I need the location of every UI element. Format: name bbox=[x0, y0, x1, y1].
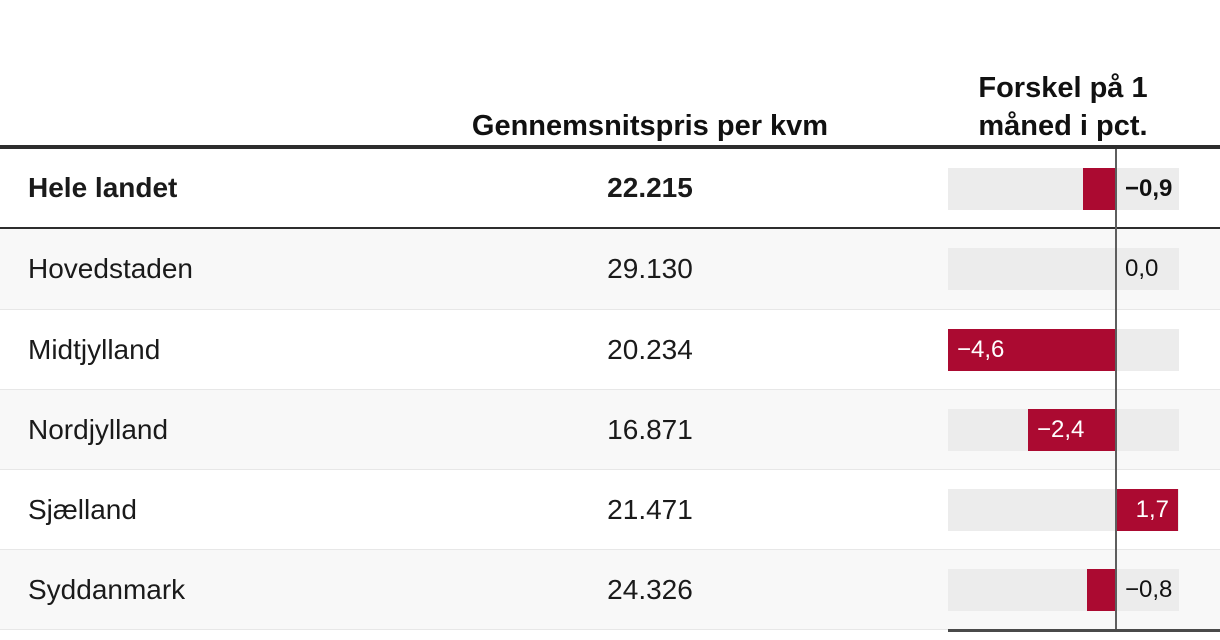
diff-bar bbox=[1087, 569, 1116, 611]
region-name: Hovedstaden bbox=[28, 253, 194, 284]
price-value: 22.215 bbox=[607, 172, 693, 203]
diff-bar bbox=[1083, 168, 1116, 210]
diff-value-label: 0,0 bbox=[1125, 255, 1159, 282]
region-name: Syddanmark bbox=[28, 573, 186, 605]
diff-value-label: −0,8 bbox=[1125, 576, 1173, 603]
region-name: Nordjylland bbox=[28, 413, 169, 445]
diff-value-label: 1,7 bbox=[1135, 496, 1169, 523]
price-value: 24.326 bbox=[607, 573, 693, 605]
price-value: 20.234 bbox=[607, 333, 693, 365]
region-name: Sjælland bbox=[28, 493, 137, 525]
diff-bar-track bbox=[948, 569, 1179, 611]
table-body: Hele landet 22.215 −0,9 Hovedstaden 29.130 0,… bbox=[0, 149, 1220, 630]
price-value: 16.871 bbox=[607, 413, 693, 445]
table-row: Sjælland 21.471 1,7 bbox=[0, 469, 1220, 549]
header-divider-line bbox=[0, 145, 1220, 149]
region-name: Midtjylland bbox=[28, 333, 161, 365]
diff-value-label: −4,6 bbox=[957, 336, 1005, 363]
table-row: Syddanmark 24.326 −0,8 bbox=[0, 549, 1220, 629]
price-value: 21.471 bbox=[607, 493, 693, 525]
price-value: 29.130 bbox=[607, 253, 693, 284]
diff-value-label: −0,9 bbox=[1125, 175, 1173, 202]
diff-bar bbox=[948, 329, 1116, 371]
column-header-diff: Forskel på 1 måned i pct. bbox=[978, 72, 1148, 142]
table-row: Hele landet 22.215 −0,9 bbox=[0, 149, 1220, 229]
diff-bar-track bbox=[948, 248, 1179, 290]
table-row: Midtjylland 20.234 −4,6 bbox=[0, 309, 1220, 389]
region-name: Hele landet bbox=[28, 172, 178, 203]
table-row: Nordjylland 16.871 −2,4 bbox=[0, 389, 1220, 469]
diff-bar bbox=[1116, 489, 1178, 531]
diff-value-label: −2,4 bbox=[1037, 416, 1085, 443]
table-row: Hovedstaden 29.130 0,0 bbox=[0, 229, 1220, 309]
diff-bar bbox=[1028, 409, 1116, 451]
bottom-axis-line bbox=[948, 629, 1220, 632]
zero-axis-line bbox=[1115, 149, 1117, 632]
diff-bar-track bbox=[948, 168, 1179, 210]
column-header-price: Gennemsnitspris per kvm bbox=[471, 110, 829, 142]
